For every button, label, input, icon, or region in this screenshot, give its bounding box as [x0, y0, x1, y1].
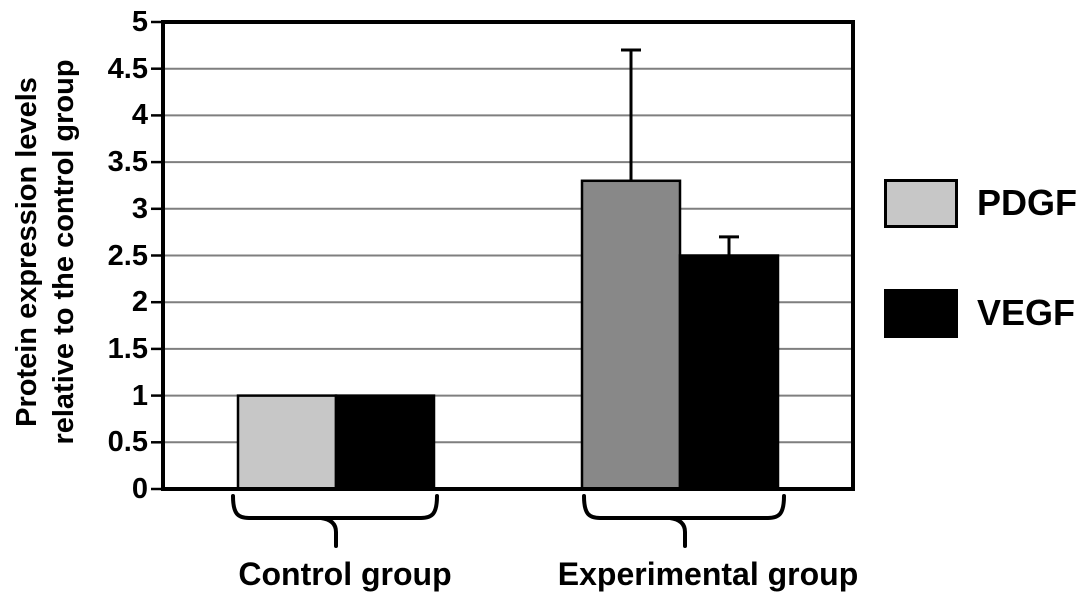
bar-vegf-0 — [334, 394, 436, 491]
legend-swatch-pdgf — [884, 178, 958, 228]
y-tick-label-4.5: 4.5 — [107, 52, 148, 85]
category-label-experimental-group: Experimental group — [557, 556, 859, 592]
group-brace-1 — [582, 494, 786, 548]
legend-label-vegf: VEGF — [977, 292, 1076, 333]
y-tick-label-3.5: 3.5 — [107, 146, 148, 179]
y-axis-tick-labels: 0 0.5 1 1.5 2 2.5 3 3.5 4 4.5 5 — [0, 0, 148, 606]
category-label-control-group: Control group — [238, 556, 452, 592]
y-tick-label-2: 2 — [131, 286, 148, 319]
legend-swatch-vegf — [884, 288, 958, 338]
legend-label-pdgf: PDGF — [977, 182, 1078, 223]
y-tick-label-0.5: 0.5 — [107, 426, 148, 459]
bar-pdgf-0 — [236, 394, 338, 491]
y-tick-label-3: 3 — [131, 192, 148, 225]
y-tick-label-1.5: 1.5 — [107, 332, 148, 365]
bar-pdgf-1 — [580, 179, 682, 491]
bar-vegf-1 — [678, 254, 780, 491]
y-tick-label-4: 4 — [131, 99, 148, 132]
y-tick-label-0: 0 — [131, 473, 148, 505]
group-brace-0 — [231, 494, 439, 548]
legend-item-pdgf: PDGF — [884, 178, 1077, 228]
y-tick-label-2.5: 2.5 — [107, 239, 148, 272]
y-tick-label-1: 1 — [131, 379, 148, 412]
plot-border — [161, 20, 855, 491]
y-tick-label-5: 5 — [131, 6, 148, 38]
legend-item-vegf: VEGF — [884, 288, 1075, 338]
legend: PDGF VEGF — [884, 0, 1087, 606]
